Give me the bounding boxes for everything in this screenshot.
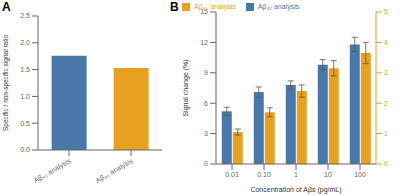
svg-text:1.5: 1.5 xyxy=(20,66,30,73)
html-text:A: A xyxy=(2,0,11,14)
svg-text:15: 15 xyxy=(200,8,208,15)
svg-text:2.5: 2.5 xyxy=(20,12,30,19)
svg-text:0.5: 0.5 xyxy=(20,120,30,127)
svg-text:2.0: 2.0 xyxy=(20,39,30,46)
svg-text:9: 9 xyxy=(204,69,208,76)
svg-text:Specific / non-specific signal: Specific / non-specific signal ratio xyxy=(8,35,10,131)
svg-text:Signal change (%): Signal change (%) xyxy=(182,59,190,116)
svg-text:100: 100 xyxy=(354,171,366,178)
svg-text:1: 1 xyxy=(294,171,298,178)
svg-text:2: 2 xyxy=(384,100,388,107)
svg-text:0: 0 xyxy=(384,160,388,167)
svg-text:0: 0 xyxy=(204,160,208,167)
svg-text:Aβ₄₂ analysis: Aβ₄₂ analysis xyxy=(33,157,73,185)
svg-text:1.0: 1.0 xyxy=(20,93,30,100)
svg-text:3: 3 xyxy=(204,130,208,137)
html-text:B: B xyxy=(170,0,179,14)
html-text:Aβ₄₂ analysis: Aβ₄₂ analysis xyxy=(257,3,300,10)
html-text:Aβ₄₀ analysis: Aβ₄₀ analysis xyxy=(194,3,236,10)
svg-text:4: 4 xyxy=(384,39,388,46)
svg-text:0.0: 0.0 xyxy=(20,146,30,153)
svg-text:Concentration of Aβs (pg/mL): Concentration of Aβs (pg/mL) xyxy=(250,186,341,194)
svg-text:12: 12 xyxy=(200,39,208,46)
svg-text:0.01: 0.01 xyxy=(225,171,239,178)
svg-text:1: 1 xyxy=(384,130,388,137)
svg-text:10: 10 xyxy=(324,171,332,178)
svg-text:Aβ₄₀ analysis: Aβ₄₀ analysis xyxy=(94,157,135,185)
svg-text:3: 3 xyxy=(384,69,388,76)
svg-text:5: 5 xyxy=(384,8,388,15)
svg-text:6: 6 xyxy=(204,100,208,107)
svg-text:0.10: 0.10 xyxy=(257,171,271,178)
